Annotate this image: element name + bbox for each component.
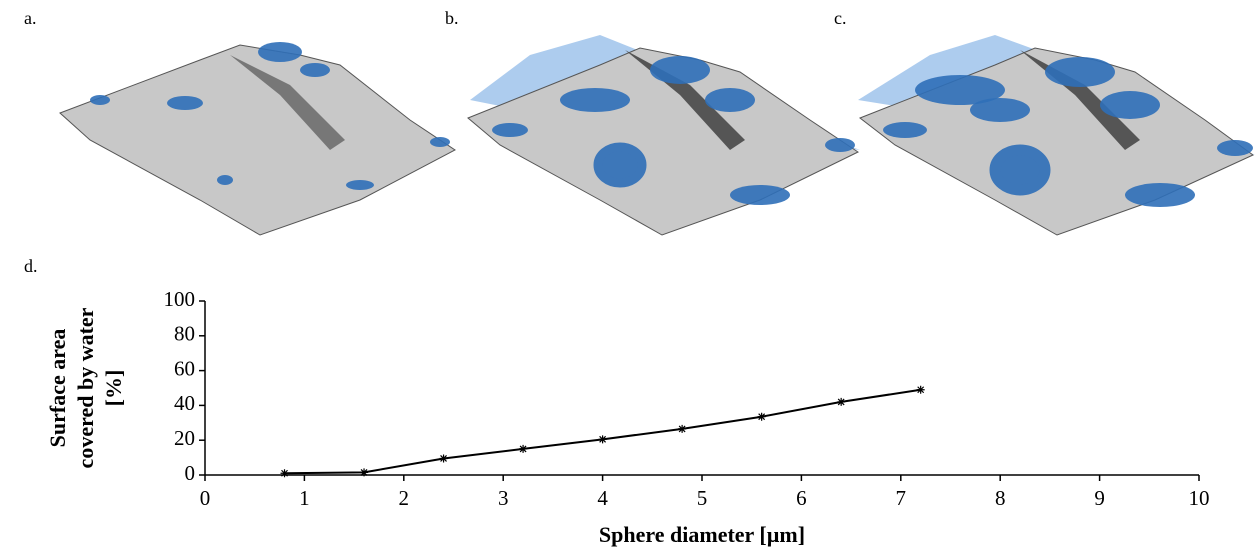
y-tick-label: 40 <box>174 391 195 415</box>
x-tick-label: 7 <box>896 486 907 510</box>
x-tick-label: 5 <box>697 486 708 510</box>
panel-label: a. <box>24 8 37 28</box>
marker <box>598 435 607 444</box>
x-tick-label: 1 <box>299 486 310 510</box>
panel-label: b. <box>445 8 459 28</box>
y-axis-label: covered by water <box>73 307 98 468</box>
marker <box>439 454 448 463</box>
series-line <box>284 388 921 475</box>
marker <box>280 469 289 478</box>
marker <box>360 468 369 477</box>
x-axis-label: Sphere diameter [µm] <box>599 522 805 547</box>
y-tick-label: 0 <box>185 461 196 485</box>
x-tick-label: 3 <box>498 486 509 510</box>
marker <box>837 397 846 406</box>
marker <box>678 424 687 433</box>
surface-a <box>59 42 456 236</box>
y-axis-label: [%] <box>101 370 126 407</box>
x-tick-label: 4 <box>597 486 608 510</box>
x-tick-label: 8 <box>995 486 1006 510</box>
surface-b <box>467 35 860 236</box>
y-axis-label: Surface area <box>45 329 70 448</box>
marker <box>916 385 925 394</box>
line-chart: Sphere diameter [µm] Surface area covere… <box>45 287 1209 547</box>
y-tick-label: 20 <box>174 426 195 450</box>
y-tick-label: 80 <box>174 322 195 346</box>
panel-label: c. <box>834 8 847 28</box>
x-tick-label: 6 <box>796 486 807 510</box>
marker <box>519 444 528 453</box>
x-tick-label: 0 <box>200 486 211 510</box>
marker <box>757 412 766 421</box>
surface-c <box>858 35 1255 236</box>
y-tick-label: 100 <box>164 287 196 311</box>
x-tick-label: 2 <box>399 486 410 510</box>
x-tick-label: 9 <box>1094 486 1105 510</box>
y-tick-label: 60 <box>174 356 195 380</box>
panel-label: d. <box>24 256 38 276</box>
x-tick-label: 10 <box>1189 486 1210 510</box>
